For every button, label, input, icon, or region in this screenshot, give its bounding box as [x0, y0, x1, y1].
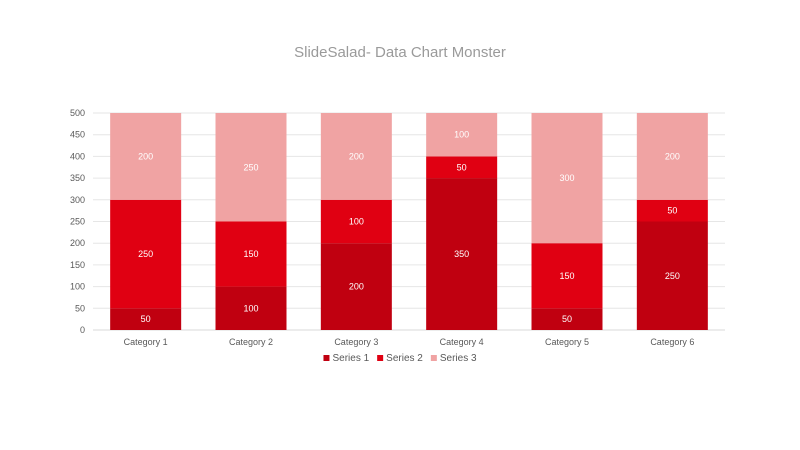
y-tick-label: 350 — [70, 173, 85, 183]
bar-segment — [531, 243, 603, 309]
x-tick-label: Category 5 — [545, 337, 589, 347]
data-label: 150 — [243, 249, 258, 259]
bars: 50 250 200 100 150 250 200 100 200 350 50 100 50 150 3… — [110, 113, 708, 330]
bar-segment — [320, 199, 392, 244]
bar-segment — [110, 308, 182, 330]
legend-item: Series 2 — [377, 353, 423, 364]
bar-segment — [320, 243, 392, 330]
bar-segment — [426, 113, 498, 157]
bar-segment — [110, 113, 182, 200]
legend-swatch — [377, 355, 384, 361]
y-tick-label: 100 — [70, 282, 85, 292]
chart-title: SlideSalad- Data Chart Monster — [294, 44, 506, 61]
y-tick-label: 250 — [70, 217, 85, 227]
legend-label: Series 2 — [386, 353, 423, 364]
legend: Series 1 Series 2 Series 3 — [323, 353, 477, 364]
data-label: 250 — [665, 271, 680, 281]
bar-segment — [426, 178, 498, 330]
bar-segment — [636, 199, 708, 222]
bar-segment — [110, 199, 182, 309]
data-label: 150 — [559, 271, 574, 281]
data-label: 200 — [349, 282, 364, 292]
legend-label: Series 1 — [332, 353, 369, 364]
legend-swatch — [323, 355, 330, 361]
data-label: 250 — [243, 162, 258, 172]
y-tick-label: 450 — [70, 130, 85, 140]
gridlines — [93, 112, 725, 331]
x-tick-label: Category 4 — [440, 337, 484, 347]
x-tick-label: Category 3 — [334, 337, 378, 347]
data-label: 200 — [349, 151, 364, 161]
data-label: 50 — [562, 314, 572, 324]
bar-segment — [531, 113, 603, 244]
bar-segment — [531, 308, 603, 330]
bar-segment — [426, 156, 498, 179]
bar-segment — [320, 113, 392, 200]
legend-item: Series 1 — [323, 353, 370, 364]
y-tick-label: 150 — [70, 260, 85, 270]
data-label: 300 — [559, 173, 574, 183]
data-label: 100 — [243, 303, 258, 313]
bar-segment — [215, 286, 287, 330]
y-tick-label: 300 — [70, 195, 85, 205]
data-label: 200 — [665, 151, 680, 161]
x-axis: Category 1 Category 2 Category 3 Category 4… — [124, 337, 695, 347]
bar-segment — [636, 113, 708, 200]
data-label: 350 — [454, 249, 469, 259]
y-tick-label: 0 — [80, 325, 85, 335]
bar-segment — [215, 221, 287, 287]
bar-segment — [636, 221, 708, 330]
data-label: 50 — [457, 162, 467, 172]
y-tick-label: 500 — [70, 108, 85, 118]
data-label: 200 — [138, 151, 153, 161]
x-tick-label: Category 6 — [650, 337, 694, 347]
x-tick-label: Category 1 — [124, 337, 168, 347]
data-label: 100 — [349, 217, 364, 227]
y-axis: 0 50 100 150 200 250 300 350 400 450 500 — [70, 108, 85, 335]
bar-segment — [215, 113, 287, 222]
y-tick-label: 50 — [75, 303, 85, 313]
y-tick-label: 200 — [70, 238, 85, 248]
data-label: 250 — [138, 249, 153, 259]
legend-swatch — [430, 355, 437, 361]
legend-label: Series 3 — [440, 353, 477, 364]
data-label: 50 — [667, 206, 677, 216]
data-label: 100 — [454, 130, 469, 140]
legend-item: Series 3 — [430, 353, 477, 364]
x-tick-label: Category 2 — [229, 337, 273, 347]
y-tick-label: 400 — [70, 151, 85, 161]
data-label: 50 — [141, 314, 151, 324]
